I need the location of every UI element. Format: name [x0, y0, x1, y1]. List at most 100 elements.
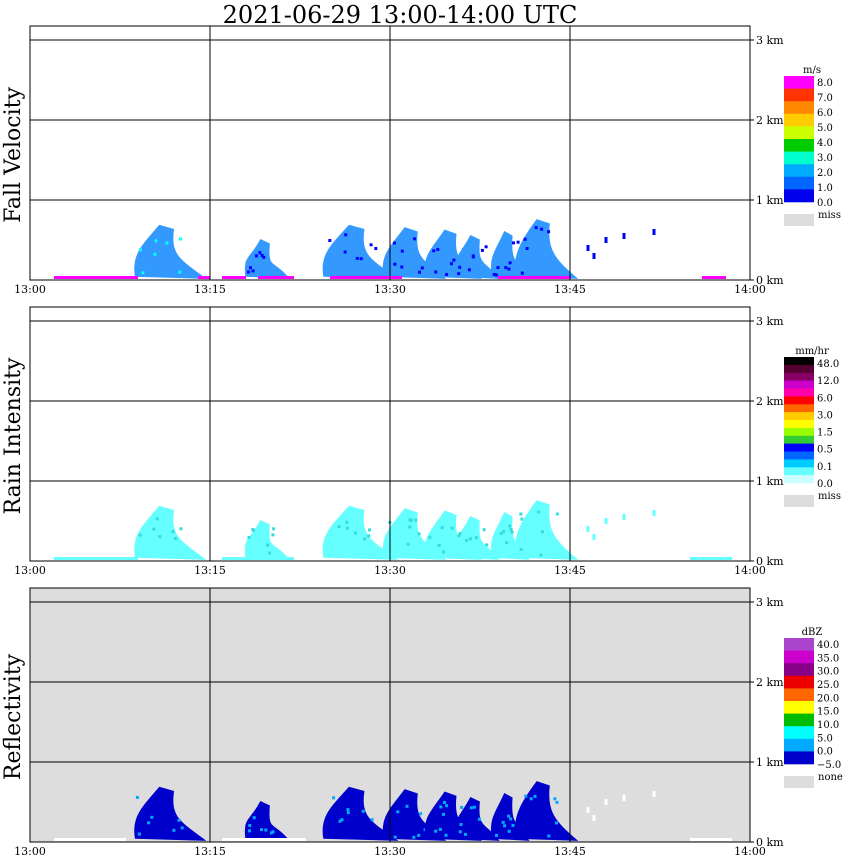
- legend-swatch: [784, 176, 814, 190]
- echo-speckle: [534, 226, 538, 230]
- echo-speckle: [152, 527, 156, 531]
- echo-speckle: [465, 538, 468, 542]
- echo-speckle: [472, 805, 476, 809]
- echo-speckle: [418, 270, 421, 274]
- surface-echo: [498, 276, 570, 279]
- data-point: [604, 518, 608, 524]
- echo-speckle: [369, 243, 373, 247]
- echo-speckle: [503, 824, 507, 828]
- echo-speckle: [501, 820, 505, 824]
- echo-speckle: [260, 253, 264, 257]
- x-tick-label: 13:45: [554, 845, 586, 858]
- echo-speckle: [523, 237, 527, 241]
- y-tick-label: 3 km: [756, 34, 784, 47]
- legend-label: 35.0: [817, 653, 839, 664]
- legend-swatch: [784, 164, 814, 178]
- echo-speckle: [405, 804, 409, 808]
- x-tick-label: 13:30: [374, 283, 406, 296]
- echo-speckle: [471, 255, 475, 259]
- echo-speckle: [408, 518, 412, 522]
- data-point: [586, 807, 590, 813]
- echo-speckle: [450, 262, 453, 266]
- echo-speckle: [505, 541, 509, 545]
- echo-speckle: [414, 518, 418, 522]
- echo-speckle: [393, 241, 396, 245]
- echo-speckle: [508, 261, 512, 265]
- data-point: [622, 795, 626, 801]
- data-point: [586, 526, 590, 532]
- echo-speckle: [158, 535, 162, 539]
- legend-swatch: [784, 113, 814, 127]
- x-tick-label: 13:30: [374, 564, 406, 577]
- echo-speckle: [147, 821, 151, 825]
- echo-speckle: [502, 529, 506, 533]
- echo-speckle: [504, 266, 508, 270]
- echo-speckle: [355, 256, 359, 260]
- legend-swatch-miss: [784, 776, 814, 788]
- x-tick-label: 13:45: [554, 283, 586, 296]
- echo-speckle: [509, 528, 513, 531]
- echo-speckle: [346, 808, 350, 812]
- echo-speckle: [459, 823, 463, 826]
- legend-swatch: [784, 638, 814, 651]
- echo-speckle: [178, 270, 182, 274]
- legend-label: 0.0: [817, 747, 833, 758]
- legend-label: 1.5: [817, 428, 833, 439]
- surface-echo: [222, 838, 306, 841]
- echo-cell: [322, 786, 399, 841]
- echo-speckle: [153, 252, 157, 256]
- echo-speckle: [340, 818, 344, 822]
- echo-speckle: [141, 271, 145, 275]
- legend-swatch: [784, 738, 814, 752]
- legend-label: −5.0: [817, 760, 841, 771]
- echo-speckle: [520, 271, 524, 275]
- echo-speckle: [345, 520, 349, 524]
- echo-speckle: [268, 551, 272, 555]
- echo-speckle: [452, 258, 456, 262]
- echo-speckle: [343, 250, 347, 254]
- echo-speckle: [346, 811, 350, 815]
- echo-speckle: [555, 821, 558, 825]
- echo-speckle: [457, 534, 461, 538]
- legend-label: 20.0: [817, 693, 839, 704]
- echo-speckle: [400, 265, 404, 269]
- data-point: [592, 534, 596, 540]
- legend-swatch: [784, 713, 814, 727]
- echo-speckle: [458, 532, 462, 535]
- echo-speckle: [249, 266, 252, 270]
- echo-speckle: [417, 833, 421, 837]
- echo-speckle: [540, 227, 544, 231]
- echo-speckle: [420, 266, 424, 270]
- y-tick-label: 1 km: [756, 475, 784, 488]
- echo-speckle: [139, 248, 142, 252]
- echo-speckle: [363, 537, 367, 541]
- x-tick-label: 13:15: [194, 564, 226, 577]
- x-tick-label: 13:30: [374, 845, 406, 858]
- echo-speckle: [485, 543, 489, 547]
- echo-speckle: [252, 528, 256, 532]
- legend-swatch: [784, 388, 814, 397]
- echo-speckle: [480, 248, 484, 252]
- echo-speckle: [492, 273, 496, 276]
- surface-echo: [258, 276, 294, 279]
- legend-label: 6.0: [817, 393, 833, 404]
- echo-speckle: [438, 827, 442, 831]
- x-tick-label: 13:00: [14, 283, 46, 296]
- echo-speckle: [445, 273, 449, 276]
- echo-speckle: [408, 525, 412, 529]
- y-tick-label: 2 km: [756, 676, 784, 689]
- echo-speckle: [460, 805, 464, 809]
- page-title: 2021-06-29 13:00-14:00 UTC: [222, 1, 578, 29]
- echo-speckle: [248, 829, 251, 833]
- echo-speckle: [248, 824, 252, 827]
- legend-label: 7.0: [817, 93, 833, 104]
- legend-swatch: [784, 467, 814, 476]
- y-tick-label: 0 km: [756, 274, 784, 287]
- echo-speckle: [345, 526, 349, 530]
- legend-label: 0.0: [817, 479, 833, 490]
- legend-label: 3.0: [817, 410, 833, 421]
- echo-speckle: [519, 512, 523, 516]
- echo-speckle: [246, 270, 250, 274]
- legend-swatch: [784, 443, 814, 452]
